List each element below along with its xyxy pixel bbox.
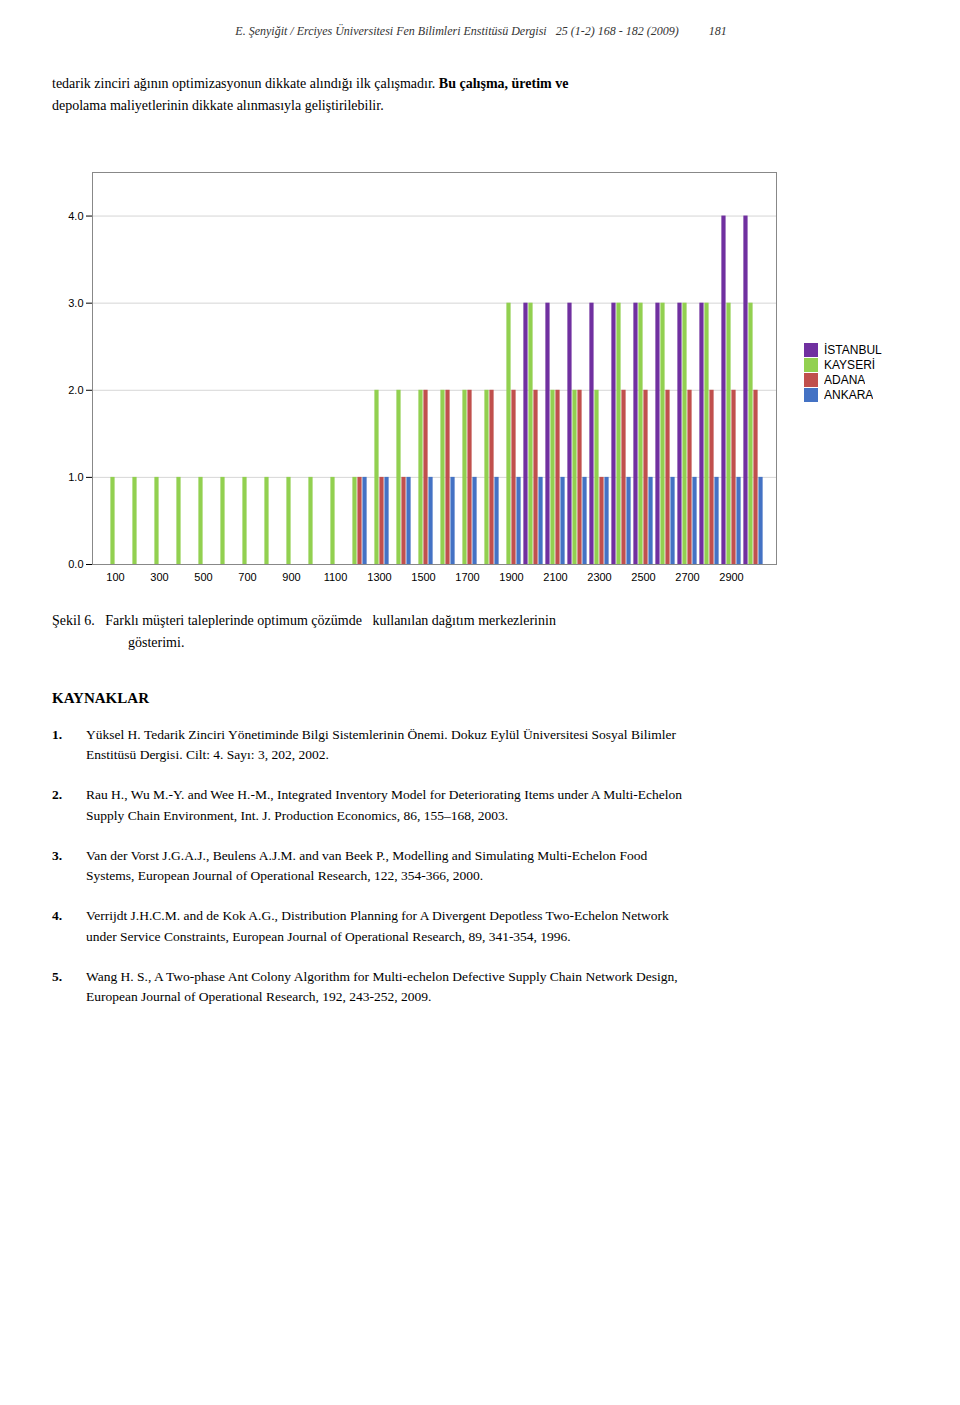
svg-text:4.0: 4.0 (68, 210, 83, 222)
svg-text:1900: 1900 (499, 572, 523, 584)
html-text:Systems, European Journal of O: Systems, European Journal of Operational… (86, 868, 483, 883)
svg-text:500: 500 (194, 572, 212, 584)
svg-text:3.0: 3.0 (68, 297, 83, 309)
svg-text:2300: 2300 (587, 572, 611, 584)
html-text:ADANA: ADANA (824, 373, 866, 388)
html-text:tedarik zinciri ağının optimiz: tedarik zinciri ağının optimizasyonun di… (52, 76, 569, 91)
svg-text:1700: 1700 (455, 572, 479, 584)
html-text:2.: 2. (52, 787, 63, 803)
html-text:under Service Constraints, Eur: under Service Constraints, European Jour… (86, 928, 571, 944)
svg-text:100: 100 (106, 572, 124, 584)
html-text:Rau H., Wu M.-Y. and Wee H.-M.: Rau H., Wu M.-Y. and Wee H.-M., Integrat… (86, 787, 682, 803)
svg-text:2100: 2100 (543, 572, 567, 584)
html-text:3.: 3. (52, 847, 63, 863)
svg-text:0.0: 0.0 (68, 558, 83, 570)
svg-text:1.0: 1.0 (68, 471, 83, 483)
html-text:Yüksel H. Tedarik Zinciri Yöne: Yüksel H. Tedarik Zinciri Yönetiminde Bi… (86, 726, 676, 742)
svg-text:1100: 1100 (324, 572, 348, 584)
html-text:Enstitüsü Dergisi. Cilt: 4. Sa: Enstitüsü Dergisi. Cilt: 4. Sayı: 3, 202… (86, 747, 329, 762)
html-text:İSTANBUL: İSTANBUL (824, 343, 882, 358)
svg-text:2700: 2700 (675, 572, 699, 584)
svg-text:900: 900 (282, 572, 300, 584)
svg-text:300: 300 (150, 572, 168, 584)
html-text:Van der Vorst J.G.A.J., Beulen: Van der Vorst J.G.A.J., Beulens A.J.M. a… (86, 847, 648, 863)
svg-text:2.0: 2.0 (68, 384, 83, 396)
html-text:gösterimi.: gösterimi. (128, 635, 185, 651)
html-text:KAYNAKLAR: KAYNAKLAR (52, 689, 149, 706)
html-text:KAYSERİ: KAYSERİ (824, 358, 876, 373)
html-text:European Journal of Operationa: European Journal of Operational Research… (86, 989, 432, 1004)
html-text:1.: 1. (52, 726, 63, 742)
html-text:Verrijdt J.H.C.M. and de Kok A: Verrijdt J.H.C.M. and de Kok A.G., Distr… (86, 908, 669, 924)
svg-text:2900: 2900 (719, 572, 743, 584)
svg-text:1300: 1300 (367, 572, 391, 584)
html-text:depolama maliyetlerinin dikkat: depolama maliyetlerinin dikkate alınması… (52, 97, 384, 113)
html-text:4.: 4. (52, 908, 63, 924)
svg-text:700: 700 (238, 572, 256, 584)
html-text:Supply Chain Environment, Int.: Supply Chain Environment, Int. J. Produc… (86, 807, 509, 823)
svg-text:1500: 1500 (411, 572, 435, 584)
html-text:E. Şenyiğit / Erciyes Üniversi: E. Şenyiğit / Erciyes Üniversitesi Fen B… (235, 24, 727, 38)
html-text:Şekil 6. Farklı müşteri talepl: Şekil 6. Farklı müşteri taleplerinde opt… (52, 613, 556, 629)
html-text:ANKARA: ANKARA (824, 388, 874, 403)
svg-text:2500: 2500 (631, 572, 655, 584)
html-text:Wang H. S., A Two-phase Ant Co: Wang H. S., A Two-phase Ant Colony Algor… (86, 968, 678, 984)
html-text:5.: 5. (52, 968, 63, 984)
